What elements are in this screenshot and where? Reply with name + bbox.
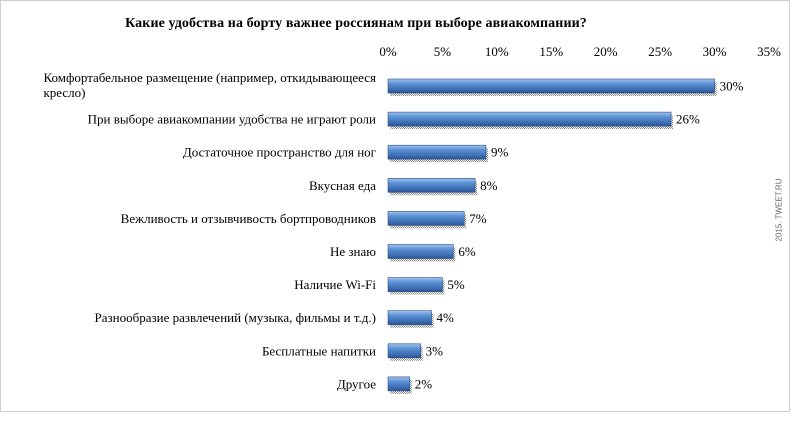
category-label: Разнообразие развлечений (музыка, фильмы… (95, 310, 377, 325)
category-labels: Комфортабельное размещение (например, от… (43, 70, 376, 391)
category-label: кресло) (43, 85, 85, 100)
category-label: Достаточное пространство для ног (183, 145, 376, 160)
category-label: Другое (337, 376, 376, 391)
x-tick-label: 5% (434, 44, 452, 59)
bars (387, 78, 715, 392)
bar-value-label: 2% (415, 376, 433, 391)
x-tick-label: 30% (703, 44, 727, 59)
category-label: Бесплатные напитки (262, 343, 376, 358)
bar (387, 144, 487, 160)
chart-title: Какие удобства на борту важнее россиянам… (125, 16, 587, 31)
bar (387, 244, 454, 259)
x-axis: 0% 5% 10% 15% 20% 25% 30% 35% (379, 44, 781, 59)
bar-value-label: 7% (469, 211, 487, 226)
category-label: Комфортабельное размещение (например, от… (43, 70, 376, 85)
bar-value-label: 30% (720, 79, 744, 94)
bar (387, 211, 465, 226)
x-tick-label: 15% (539, 44, 563, 59)
value-labels: 30% 26% 9% 8% 7% 6% 5% 4% 3% 2% (415, 79, 744, 392)
x-tick-label: 10% (485, 44, 509, 59)
bar (387, 343, 421, 359)
category-label: При выборе авиакомпании удобства не игра… (88, 112, 376, 127)
chart-frame: Какие удобства на борту важнее россиянам… (0, 0, 790, 412)
watermark: 2015. TWEET.RU (774, 178, 784, 242)
bar (387, 111, 672, 127)
bar (387, 376, 411, 392)
bar (387, 178, 476, 193)
bar-value-label: 4% (437, 310, 455, 325)
bar-value-label: 8% (480, 178, 498, 193)
x-tick-label: 0% (379, 44, 397, 59)
category-label: Наличие Wi-Fi (294, 277, 376, 292)
category-label: Не знаю (330, 244, 376, 259)
bar (387, 78, 715, 94)
x-tick-label: 25% (648, 44, 672, 59)
bar (387, 277, 443, 292)
x-tick-label: 20% (594, 44, 618, 59)
bar-value-label: 3% (426, 343, 444, 358)
bar-value-label: 9% (491, 145, 509, 160)
bar-value-label: 26% (676, 112, 700, 127)
x-tick-label: 35% (757, 44, 781, 59)
bar (387, 310, 432, 326)
category-label: Вкусная еда (309, 178, 376, 193)
bar-value-label: 6% (458, 244, 476, 259)
category-label: Вежливость и отзывчивость бортпроводнико… (121, 211, 376, 226)
bar-chart: 0% 5% 10% 15% 20% 25% 30% 35% Комфортабельное р… (43, 44, 781, 394)
bar-value-label: 5% (447, 277, 465, 292)
